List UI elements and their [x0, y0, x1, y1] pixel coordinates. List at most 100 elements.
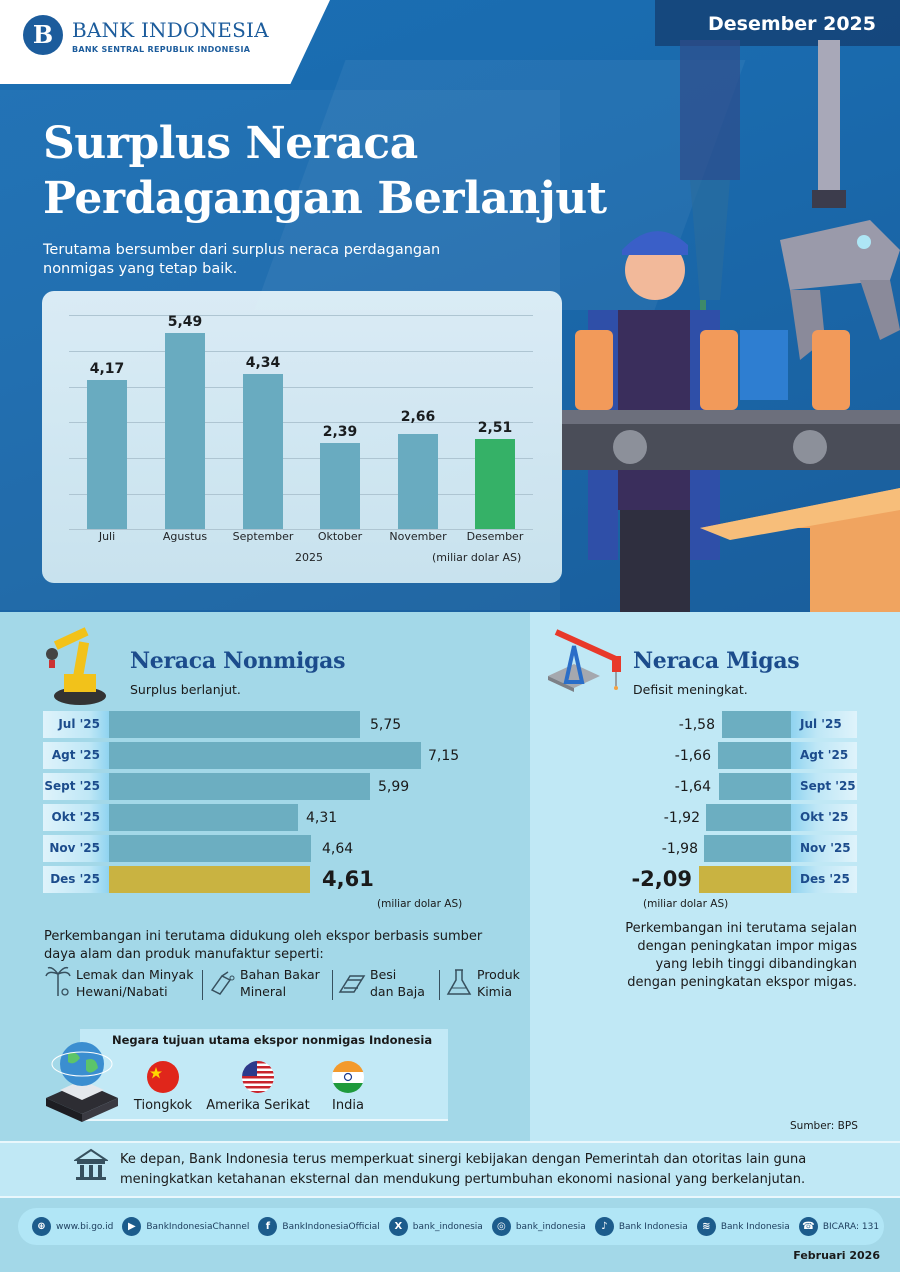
export-category: Bahan Bakar Mineral	[208, 966, 320, 1002]
category-label: Agustus	[162, 530, 208, 543]
row-label: Okt '25	[43, 804, 109, 831]
subtitle-line-1: Terutama bersumber dari surplus neraca p…	[43, 242, 441, 258]
migas-row: -1,66 Agt '25	[600, 742, 858, 769]
bar-value: 5,49	[167, 314, 203, 330]
paragraph-line: Perkembangan ini terutama didukung oleh …	[44, 929, 483, 944]
category-label: Lemak dan Minyak Hewani/Nabati	[76, 967, 194, 999]
country-name: India	[332, 1098, 364, 1113]
policy-note-band	[0, 1141, 900, 1198]
robot-arm-icon	[46, 627, 106, 705]
category-label: Oktober	[317, 530, 363, 543]
page-subtitle: Terutama bersumber dari surplus neraca p…	[43, 241, 440, 279]
social-link-website[interactable]: ⊕ www.bi.go.id	[32, 1217, 113, 1236]
migas-row: -1,92 Okt '25	[600, 804, 858, 831]
row-bar	[109, 711, 360, 738]
nonmigas-title: Neraca Nonmigas	[130, 648, 346, 674]
row-value: -1,92	[663, 810, 700, 826]
social-link-instagram[interactable]: ◎ bank_indonesia	[491, 1217, 586, 1236]
row-value: 4,61	[322, 867, 374, 891]
usa-flag-icon	[242, 1061, 274, 1093]
row-label: Jul '25	[791, 711, 857, 738]
gridline	[69, 458, 533, 459]
migas-paragraph: Perkembangan ini terutama sejalan dengan…	[600, 920, 857, 992]
steel-beam-icon	[338, 975, 366, 993]
unit-label: (miliar dolar AS)	[377, 898, 463, 910]
row-value: 5,75	[370, 717, 402, 733]
bar-value: 2,66	[400, 409, 436, 425]
factory-worker-illustration	[560, 40, 900, 612]
x-axis	[69, 529, 533, 530]
paragraph-line: Perkembangan ini terutama sejalan	[625, 921, 857, 936]
social-label: bank_indonesia	[412, 1221, 483, 1232]
flask-icon	[446, 969, 472, 995]
page-title: Surplus Neraca Perdagangan Berlanjut	[43, 116, 607, 226]
row-value: -1,66	[674, 748, 711, 764]
category-label: September	[232, 530, 294, 543]
row-label: Agt '25	[43, 742, 109, 769]
gridline	[69, 315, 533, 316]
bank-indonesia-logo-icon: B	[23, 15, 63, 55]
social-link-spotify[interactable]: ≋ Bank Indonesia	[696, 1217, 790, 1236]
social-link-youtube[interactable]: ▶ BankIndonesiaChannel	[122, 1217, 249, 1236]
title-line-2: Perdagangan Berlanjut	[43, 173, 607, 224]
bar-agustus	[165, 333, 205, 529]
paragraph-line: dengan peningkatan ekspor migas.	[627, 975, 857, 990]
paragraph-line: dengan peningkatan impor migas	[637, 939, 857, 954]
publish-date: Februari 2026	[793, 1249, 880, 1262]
row-bar	[699, 866, 791, 893]
palm-oil-icon	[45, 966, 71, 996]
row-bar	[719, 773, 791, 800]
category-label: Besi dan Baja	[370, 967, 425, 999]
nonmigas-subtitle: Surplus berlanjut.	[130, 682, 241, 697]
destinations-title: Negara tujuan utama ekspor nonmigas Indo…	[112, 1033, 433, 1047]
row-bar	[718, 742, 791, 769]
row-value: 5,99	[378, 779, 410, 795]
gridline	[69, 494, 533, 495]
bar-juli	[87, 380, 127, 529]
fuel-nozzle-icon	[210, 971, 235, 995]
social-label: BICARA: 131	[822, 1221, 880, 1232]
export-category: Produk Kimia	[445, 966, 520, 1002]
migas-row-highlight: -2,09 Des '25	[600, 866, 858, 893]
hero-section: B BANK INDONESIA BANK SENTRAL REPUBLIK I…	[0, 0, 900, 612]
x-icon: X	[388, 1217, 408, 1236]
row-label: Agt '25	[791, 742, 857, 769]
gridline	[69, 351, 533, 352]
row-value: -2,09	[631, 867, 692, 891]
logo-subtitle: BANK SENTRAL REPUBLIK INDONESIA	[72, 45, 251, 54]
row-bar	[109, 835, 311, 862]
social-label: Bank Indonesia	[720, 1221, 790, 1232]
instagram-icon: ◎	[491, 1217, 511, 1236]
subtitle-line-2: nonmigas yang tetap baik.	[43, 261, 238, 277]
trade-balance-chart: 4,17 5,49 4,34 2,39 2,66 2,51 Juli Agust…	[42, 291, 562, 583]
social-label: BankIndonesiaChannel	[146, 1221, 250, 1232]
category-label: Bahan Bakar Mineral	[240, 967, 320, 999]
row-bar	[109, 866, 310, 893]
bar-november	[398, 434, 438, 529]
migas-title: Neraca Migas	[633, 648, 800, 674]
bar-value: 2,39	[322, 424, 358, 440]
row-bar	[706, 804, 791, 831]
migas-subtitle: Defisit meningkat.	[633, 682, 748, 697]
unit-label: (miliar dolar AS)	[643, 898, 729, 910]
x-axis-label: 2025	[295, 551, 323, 564]
bank-building-icon	[74, 1148, 108, 1180]
social-link-facebook[interactable]: f BankIndonesiaOfficial	[258, 1217, 380, 1236]
row-bar	[109, 804, 298, 831]
category-label: Juli	[98, 530, 116, 543]
row-value: -1,64	[674, 779, 711, 795]
category-label: Desember	[466, 530, 524, 543]
social-link-tiktok[interactable]: ♪ Bank Indonesia	[594, 1217, 688, 1236]
row-value: 4,31	[306, 810, 338, 826]
row-label: Sept '25	[791, 773, 857, 800]
divider	[439, 970, 440, 1000]
social-link-bicara[interactable]: ☎ BICARA: 131	[798, 1217, 880, 1236]
migas-row: -1,98 Nov '25	[600, 835, 858, 862]
row-value: -1,98	[661, 841, 698, 857]
category-label: November	[389, 530, 447, 543]
india-flag-icon	[332, 1061, 364, 1093]
row-label: Okt '25	[791, 804, 857, 831]
social-label: BankIndonesiaOfficial	[282, 1221, 380, 1232]
bar-value: 2,51	[477, 420, 513, 436]
